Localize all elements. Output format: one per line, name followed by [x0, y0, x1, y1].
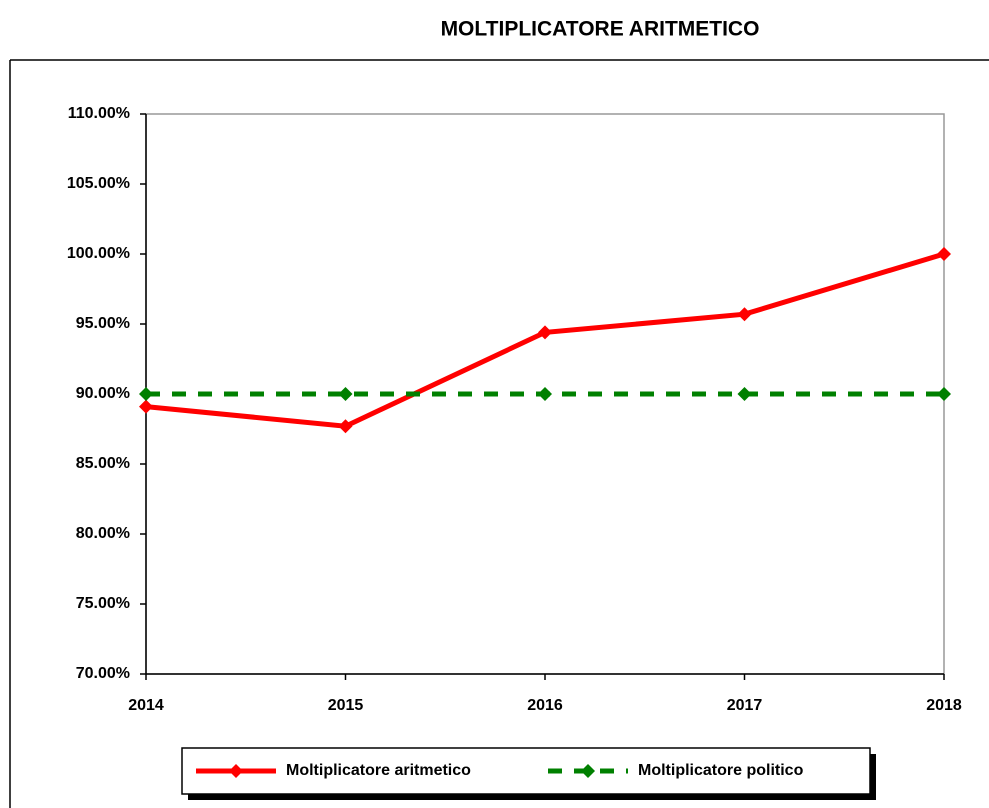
y-tick-label: 80.00%	[76, 525, 130, 542]
legend-marker	[229, 764, 243, 778]
point-marker	[737, 307, 752, 322]
chart-title: MOLTIPLICATORE ARITMETICO	[441, 18, 760, 41]
x-tick-label: 2017	[727, 697, 763, 714]
y-tick-label: 95.00%	[76, 315, 130, 332]
x-tick-label: 2016	[527, 697, 563, 714]
y-tick-label: 75.00%	[76, 595, 130, 612]
point-marker	[937, 387, 951, 401]
y-tick-label: 100.00%	[67, 245, 130, 262]
legend-marker	[581, 764, 595, 778]
x-tick-label: 2018	[926, 697, 962, 714]
y-tick-label: 110.00%	[68, 105, 130, 122]
point-marker	[338, 419, 353, 434]
point-marker	[139, 387, 153, 401]
legend-label: Moltiplicatore politico	[638, 762, 804, 779]
legend-label: Moltiplicatore aritmetico	[286, 762, 471, 779]
x-tick-label: 2015	[328, 697, 364, 714]
point-marker	[937, 247, 951, 261]
point-marker	[338, 387, 353, 401]
legend	[181, 747, 871, 795]
point-marker	[538, 387, 552, 401]
point-marker	[139, 399, 153, 414]
x-tick-label: 2014	[128, 697, 164, 714]
y-tick-label: 105.00%	[67, 175, 130, 192]
y-tick-label: 90.00%	[76, 385, 130, 402]
point-marker	[737, 387, 752, 401]
y-tick-label: 70.00%	[76, 665, 130, 682]
y-tick-label: 85.00%	[76, 455, 130, 472]
point-marker	[538, 325, 552, 340]
